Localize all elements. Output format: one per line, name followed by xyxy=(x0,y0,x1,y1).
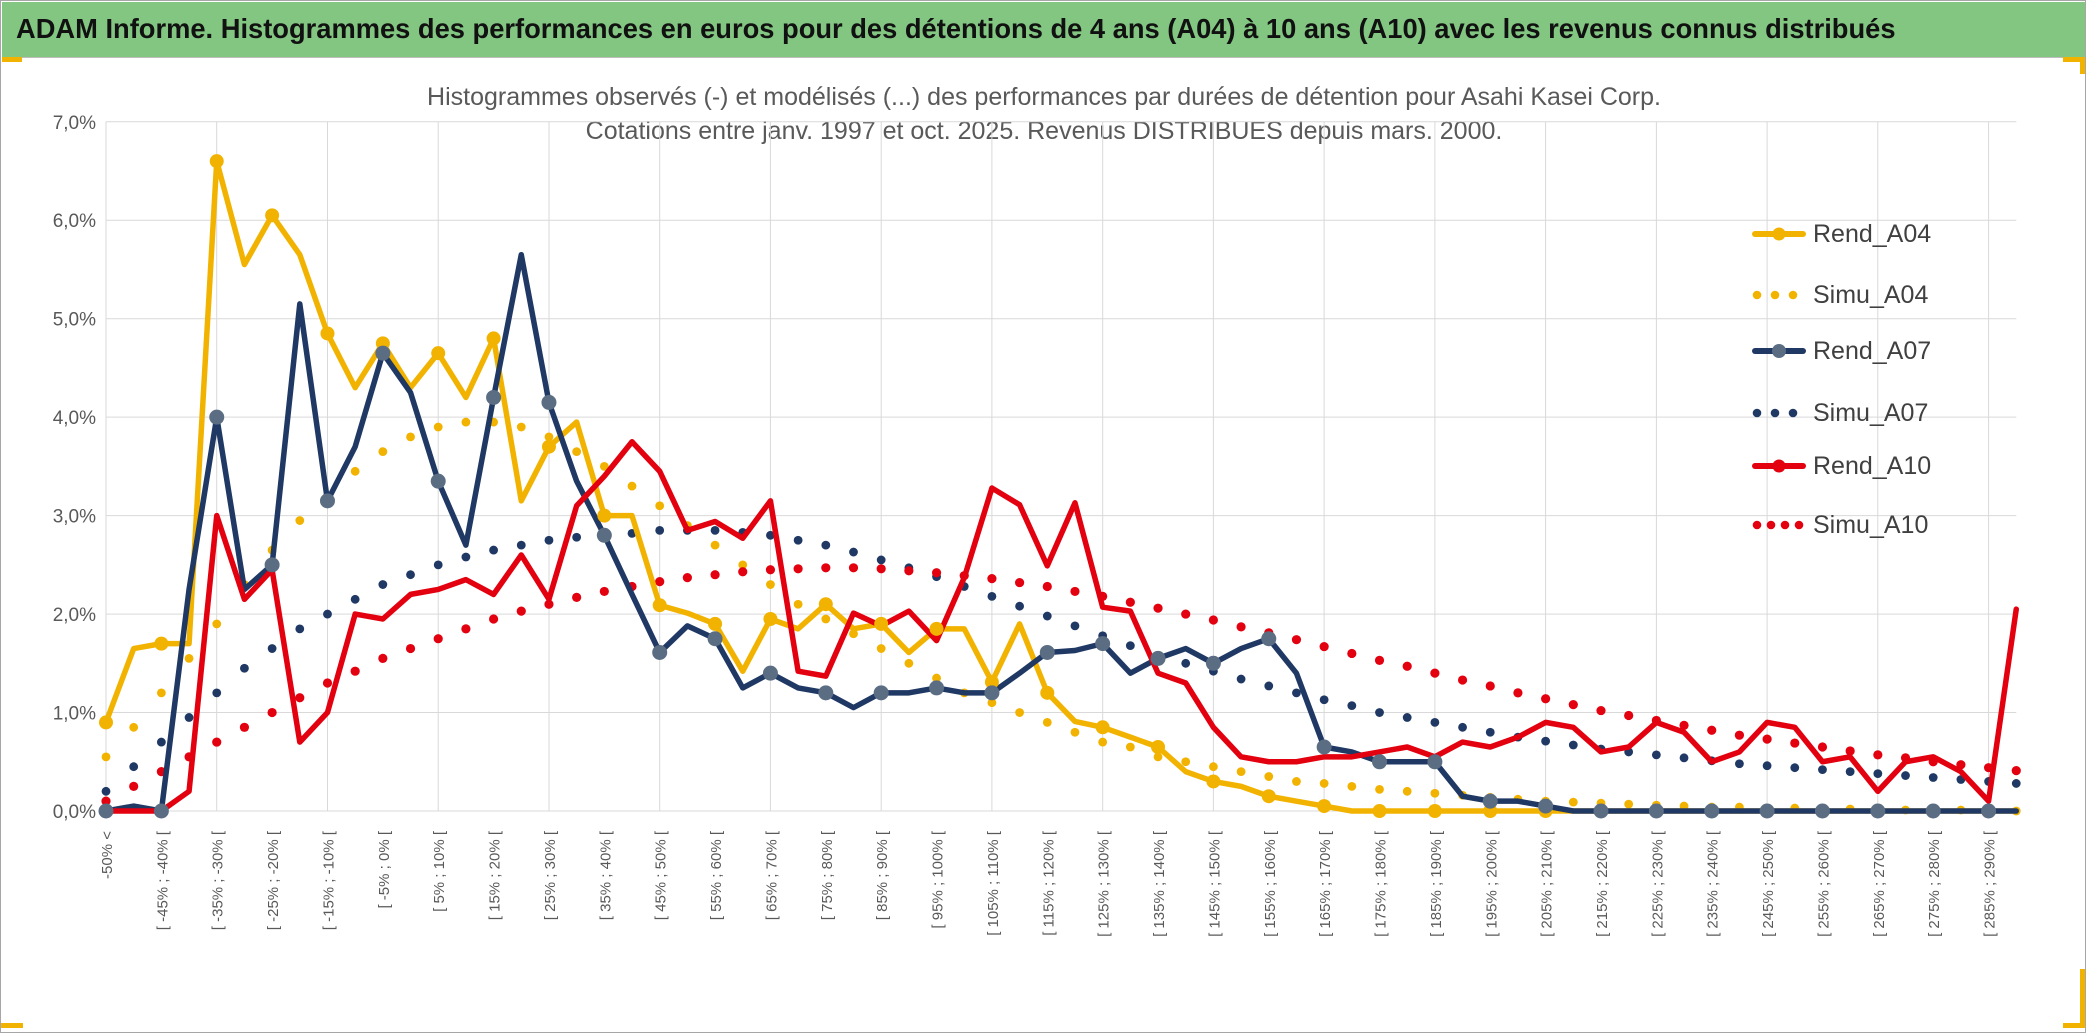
svg-text:1,0%: 1,0% xyxy=(53,704,96,725)
svg-text:[ 225% ; 230% [: [ 225% ; 230% [ xyxy=(1649,830,1666,937)
svg-text:Simu_A04: Simu_A04 xyxy=(1813,281,1928,309)
svg-text:[ 285% ; 290% [: [ 285% ; 290% [ xyxy=(1982,830,1999,937)
svg-text:3,0%: 3,0% xyxy=(53,507,96,528)
svg-text:[ -45% ; -40% [: [ -45% ; -40% [ xyxy=(154,830,171,930)
svg-text:[ 25% ; 30% [: [ 25% ; 30% [ xyxy=(542,830,559,920)
svg-text:[ 235% ; 240% [: [ 235% ; 240% [ xyxy=(1705,830,1722,937)
svg-text:[ 105% ; 110% [: [ 105% ; 110% [ xyxy=(985,830,1002,936)
svg-text:[ -35% ; -30% [: [ -35% ; -30% [ xyxy=(210,830,227,930)
svg-text:[ 75% ; 80% [: [ 75% ; 80% [ xyxy=(819,830,836,920)
svg-text:[ 35% ; 40% [: [ 35% ; 40% [ xyxy=(597,830,614,920)
svg-text:[ 115% ; 120% [: [ 115% ; 120% [ xyxy=(1040,830,1057,936)
svg-text:5,0%: 5,0% xyxy=(53,310,96,331)
svg-text:[ 165% ; 170% [: [ 165% ; 170% [ xyxy=(1317,830,1334,937)
svg-text:[ 45% ; 50% [: [ 45% ; 50% [ xyxy=(653,830,670,920)
svg-text:Rend_A04: Rend_A04 xyxy=(1813,220,1931,248)
svg-text:[ 245% ; 250% [: [ 245% ; 250% [ xyxy=(1760,830,1777,937)
svg-text:[ 275% ; 280% [: [ 275% ; 280% [ xyxy=(1926,830,1943,937)
svg-text:[ 175% ; 180% [: [ 175% ; 180% [ xyxy=(1373,830,1390,937)
svg-text:[ 195% ; 200% [: [ 195% ; 200% [ xyxy=(1483,830,1500,937)
svg-text:[ 265% ; 270% [: [ 265% ; 270% [ xyxy=(1871,830,1888,937)
svg-text:[ 215% ; 220% [: [ 215% ; 220% [ xyxy=(1594,830,1611,937)
svg-text:[ 255% ; 260% [: [ 255% ; 260% [ xyxy=(1815,830,1832,937)
svg-text:[ 85% ; 90% [: [ 85% ; 90% [ xyxy=(874,830,891,920)
svg-text:[ -25% ; -20% [: [ -25% ; -20% [ xyxy=(265,830,282,930)
svg-text:[ -15% ; -10% [: [ -15% ; -10% [ xyxy=(320,830,337,930)
svg-text:[ 185% ; 190% [: [ 185% ; 190% [ xyxy=(1428,830,1445,937)
svg-text:4,0%: 4,0% xyxy=(53,408,96,429)
svg-text:Simu_A10: Simu_A10 xyxy=(1813,511,1928,539)
svg-text:Rend_A07: Rend_A07 xyxy=(1813,337,1931,365)
svg-text:6,0%: 6,0% xyxy=(53,211,96,232)
svg-text:[ 55% ; 60% [: [ 55% ; 60% [ xyxy=(708,830,725,920)
svg-text:[ 155% ; 160% [: [ 155% ; 160% [ xyxy=(1262,830,1279,937)
svg-text:[ 145% ; 150% [: [ 145% ; 150% [ xyxy=(1206,830,1223,937)
svg-text:2,0%: 2,0% xyxy=(53,605,96,626)
svg-text:0,0%: 0,0% xyxy=(53,802,96,823)
svg-text:Simu_A07: Simu_A07 xyxy=(1813,399,1928,427)
svg-text:[ 5% ; 10% [: [ 5% ; 10% [ xyxy=(431,830,448,912)
svg-text:[ 135% ; 140% [: [ 135% ; 140% [ xyxy=(1151,830,1168,937)
svg-text:[ 125% ; 130% [: [ 125% ; 130% [ xyxy=(1096,830,1113,937)
svg-text:[ 15% ; 20% [: [ 15% ; 20% [ xyxy=(487,830,504,920)
svg-text:[ -5% ; 0% [: [ -5% ; 0% [ xyxy=(376,830,393,908)
svg-text:-50% <: -50% < xyxy=(99,831,116,879)
svg-text:[ 95% ; 100% [: [ 95% ; 100% [ xyxy=(930,830,947,928)
svg-text:7,0%: 7,0% xyxy=(53,113,96,134)
svg-text:Rend_A10: Rend_A10 xyxy=(1813,452,1931,480)
svg-text:[ 65% ; 70% [: [ 65% ; 70% [ xyxy=(763,830,780,920)
svg-text:[ 205% ; 210% [: [ 205% ; 210% [ xyxy=(1539,830,1556,937)
